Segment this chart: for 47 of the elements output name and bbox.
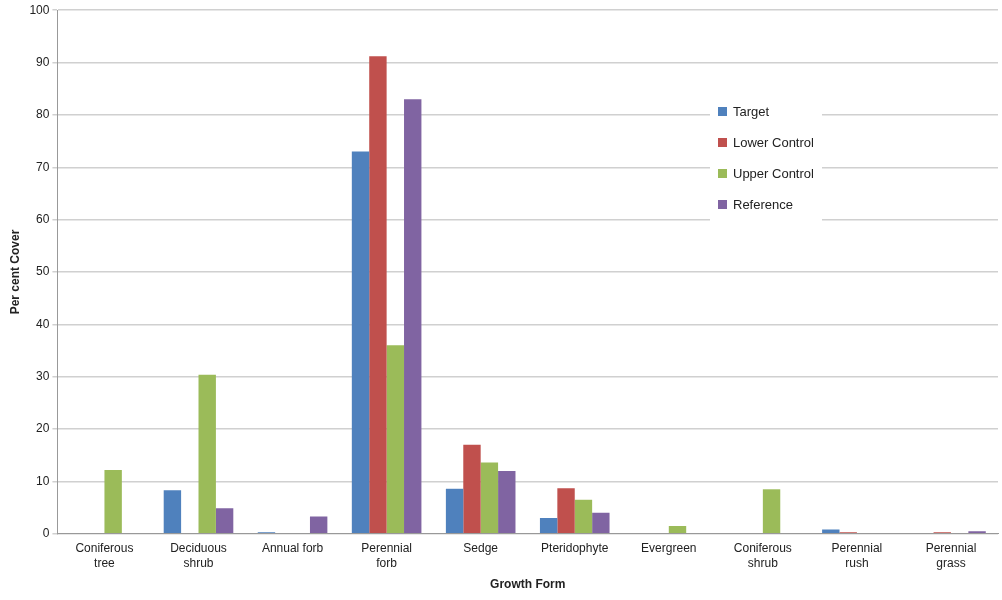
bar — [480, 462, 499, 534]
bar — [104, 469, 122, 534]
x-tick-label: Coniferous tree — [75, 541, 134, 570]
legend-label: Lower Control — [733, 135, 814, 150]
bar — [163, 490, 182, 534]
bar — [498, 470, 516, 534]
bar — [557, 488, 575, 534]
y-tick-label: 100 — [29, 2, 50, 17]
bar — [404, 99, 422, 534]
bar — [386, 345, 405, 534]
y-tick-label: 30 — [36, 369, 50, 384]
legend-label: Reference — [733, 197, 793, 212]
y-tick-label: 10 — [36, 473, 50, 488]
bar — [592, 512, 610, 534]
y-tick-label: 90 — [36, 54, 50, 69]
x-tick-label: Deciduous shrub — [170, 541, 227, 570]
legend-label: Upper Control — [733, 166, 814, 181]
bar — [445, 488, 464, 534]
x-tick-label: Perennial rush — [831, 541, 883, 570]
bar — [574, 499, 593, 534]
bar — [463, 444, 481, 534]
x-axis-title: Growth Form — [490, 577, 566, 592]
y-tick-label: 80 — [36, 107, 50, 122]
bar — [822, 529, 840, 534]
y-tick-label: 40 — [36, 316, 50, 331]
x-tick-label: Annual forb — [261, 541, 324, 556]
y-tick-label: 20 — [36, 421, 50, 436]
x-tick-label: Coniferous shrub — [733, 541, 792, 570]
bar — [198, 374, 216, 534]
y-tick-label: 60 — [36, 211, 50, 226]
y-axis-title: Per cent Cover — [7, 229, 22, 315]
x-tick-label: Perennial grass — [925, 541, 977, 570]
legend-label: Target — [733, 104, 770, 119]
y-tick-label: 70 — [36, 159, 50, 174]
bar — [369, 56, 387, 534]
bar — [351, 151, 370, 534]
y-tick-label: 50 — [36, 264, 50, 279]
bar — [539, 518, 558, 534]
bar — [309, 516, 328, 534]
x-tick-label: Sedge — [463, 541, 499, 556]
bar — [668, 525, 687, 534]
x-tick-label: Perennial forb — [361, 541, 412, 570]
bar — [215, 508, 234, 534]
bar — [762, 489, 781, 534]
x-tick-label: Pteridophyte — [541, 541, 609, 556]
x-tick-label: Evergreen — [641, 541, 697, 556]
y-tick-label: 0 — [42, 526, 50, 541]
